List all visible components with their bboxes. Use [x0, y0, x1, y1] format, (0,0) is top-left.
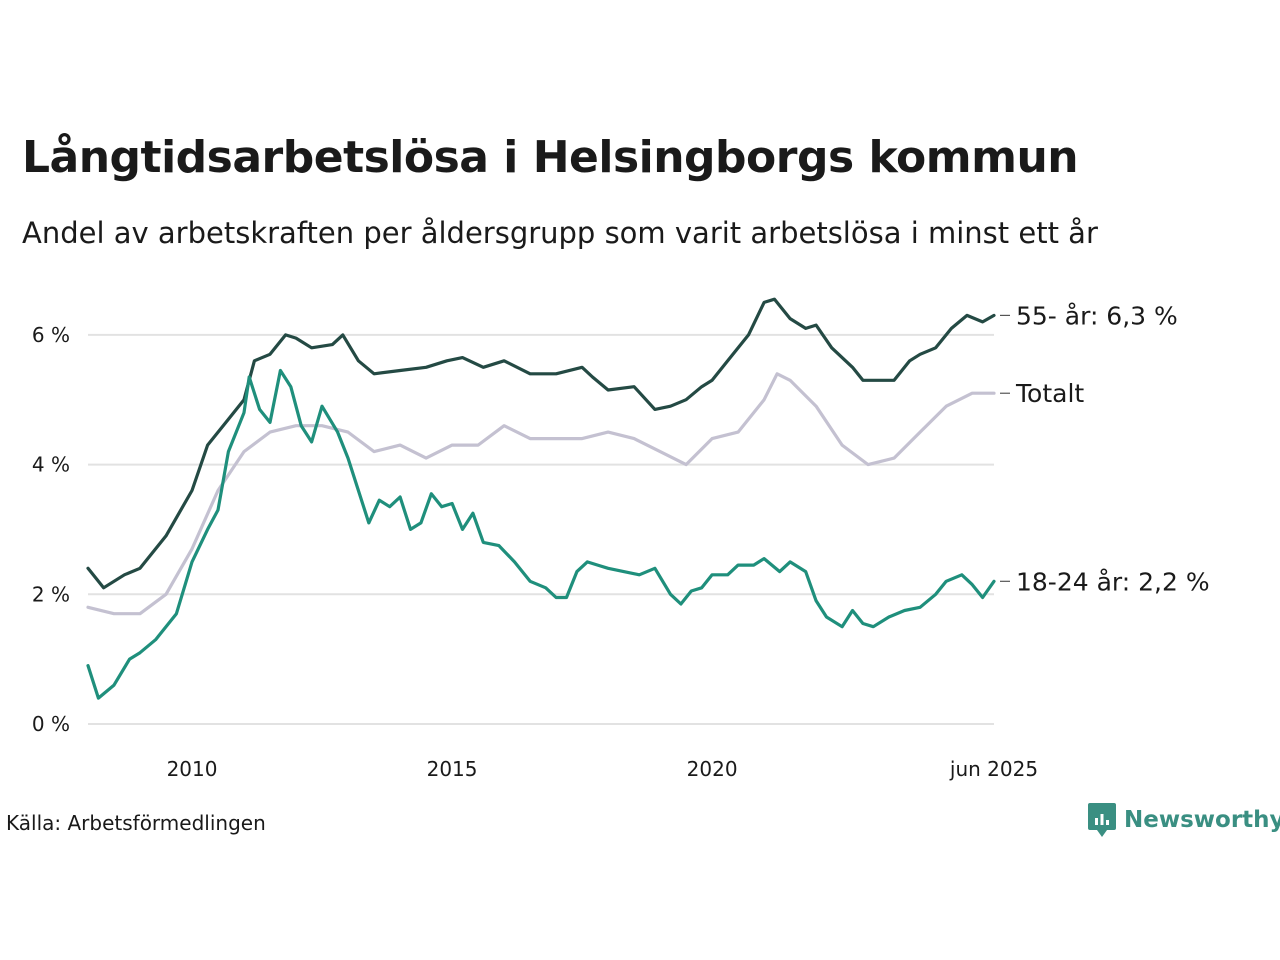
series-line	[86, 368, 996, 700]
chart-title: Långtidsarbetslösa i Helsingborgs kommun	[22, 132, 1079, 183]
x-tick-label: 2010	[167, 757, 218, 781]
source-note: Källa: Arbetsförmedlingen	[6, 811, 266, 835]
y-tick-label: 6 %	[32, 323, 70, 347]
x-tick-label: 2015	[427, 757, 478, 781]
y-axis-ticks: 0 % 2 % 4 % 6 %	[32, 323, 70, 736]
series-end-label: 18-24 år: 2,2 %	[1016, 567, 1210, 596]
chart-subtitle: Andel av arbetskraften per åldersgrupp s…	[22, 216, 1098, 250]
brand-name: Newsworthy	[1124, 807, 1280, 833]
series-line	[86, 297, 996, 590]
grid-lines	[88, 333, 994, 725]
series-end-label: 55- år: 6,3 %	[1016, 301, 1178, 330]
series-lines	[86, 297, 996, 700]
series-end-label: Totalt	[1015, 379, 1084, 408]
x-axis-ticks: 2010 2015 2020 jun 2025	[167, 757, 1039, 781]
x-tick-label: 2020	[687, 757, 738, 781]
x-tick-label: jun 2025	[949, 757, 1038, 781]
y-tick-label: 2 %	[32, 582, 70, 606]
series-end-labels: Totalt 55- år: 6,3 % 18-24 år: 2,2 %	[1000, 301, 1210, 596]
newsworthy-logo-icon	[1088, 803, 1116, 837]
y-tick-label: 0 %	[32, 712, 70, 736]
y-tick-label: 4 %	[32, 453, 70, 477]
series-line	[86, 372, 996, 616]
brand-logo: Newsworthy	[1088, 803, 1280, 837]
